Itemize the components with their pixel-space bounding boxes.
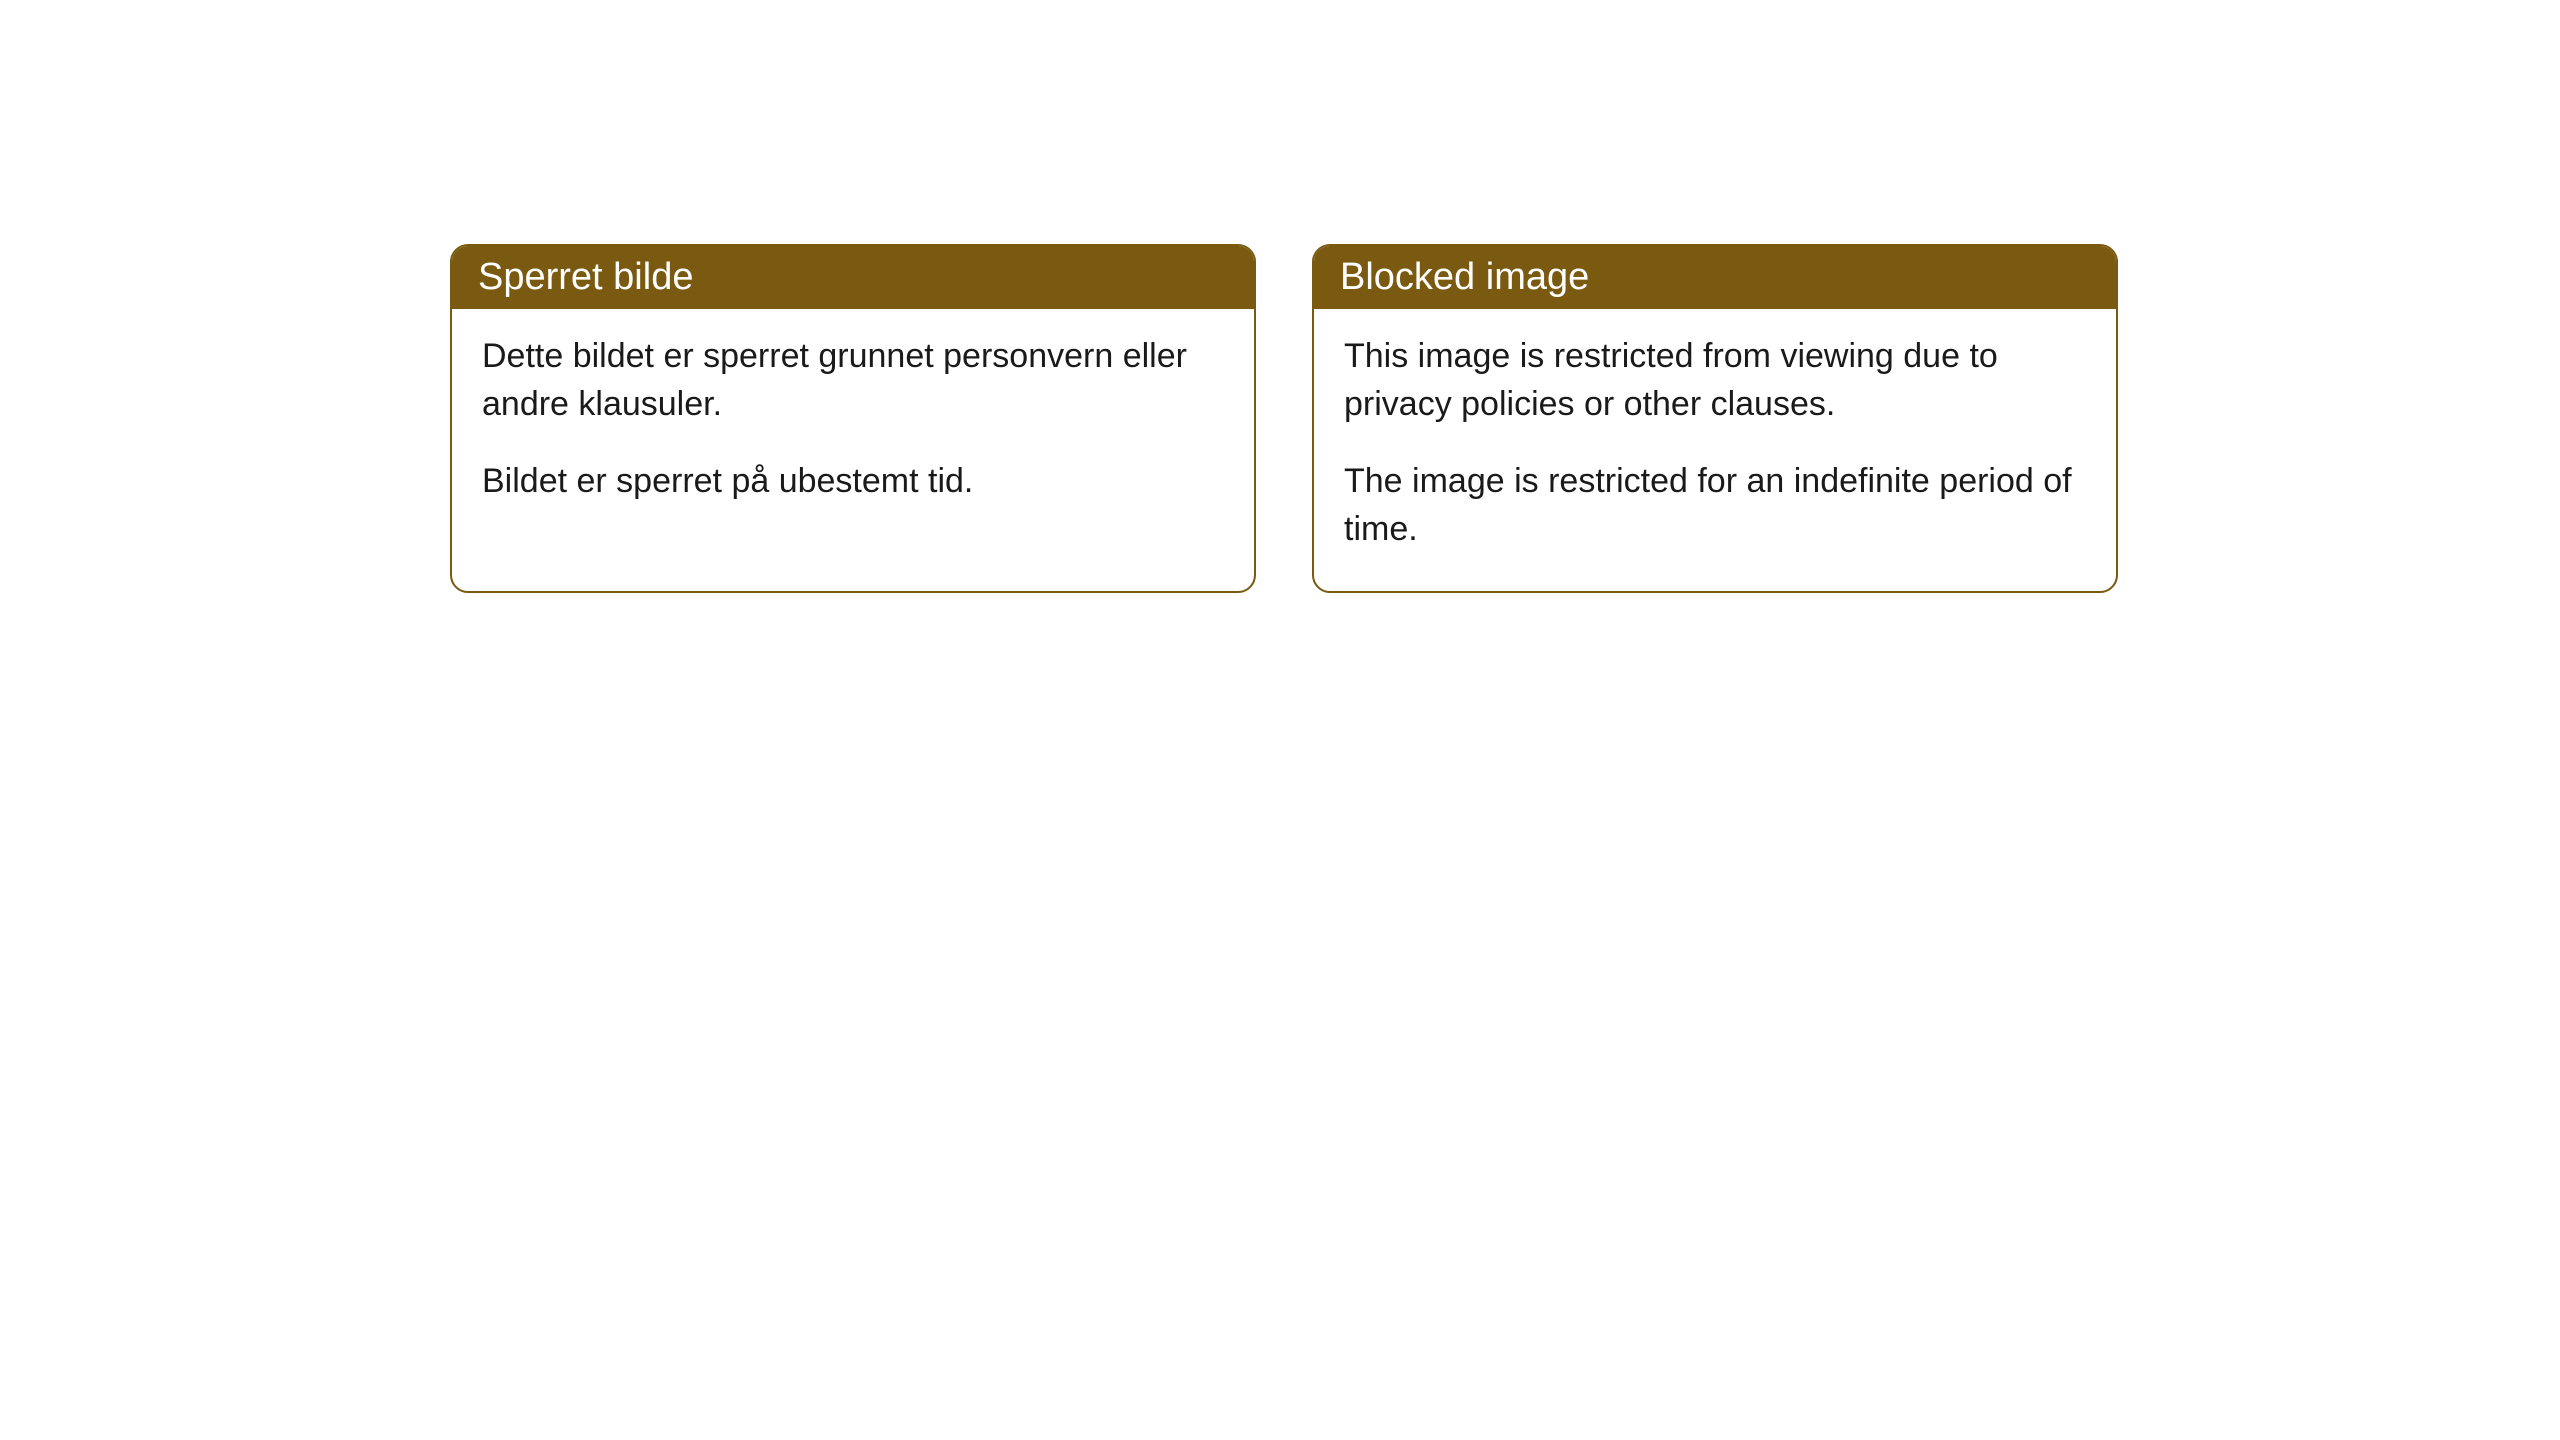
blocked-image-card-no: Sperret bilde Dette bildet er sperret gr… [450,244,1256,593]
card-paragraph: Dette bildet er sperret grunnet personve… [482,333,1224,428]
card-body: Dette bildet er sperret grunnet personve… [452,309,1254,544]
card-paragraph: Bildet er sperret på ubestemt tid. [482,458,1224,506]
card-title: Blocked image [1340,256,1589,298]
card-paragraph: This image is restricted from viewing du… [1344,333,2086,428]
card-paragraph: The image is restricted for an indefinit… [1344,458,2086,553]
card-header: Sperret bilde [452,246,1254,309]
card-body: This image is restricted from viewing du… [1314,309,2116,591]
blocked-image-card-en: Blocked image This image is restricted f… [1312,244,2118,593]
card-header: Blocked image [1314,246,2116,309]
cards-container: Sperret bilde Dette bildet er sperret gr… [450,244,2118,593]
card-title: Sperret bilde [478,256,693,298]
